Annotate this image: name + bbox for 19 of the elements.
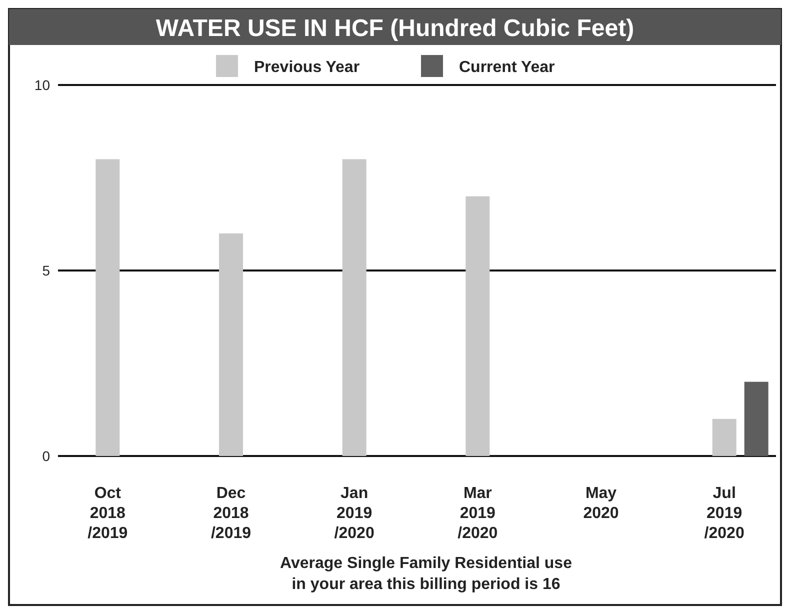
x-tick-label: Mar 2019 /2020: [458, 485, 498, 542]
bar: [466, 196, 490, 456]
legend-label: Current Year: [459, 59, 555, 76]
text: Average Single Family Residential use in your area this billing period is 16: [280, 555, 572, 593]
bar: [744, 382, 768, 456]
y-tick-label: 10: [34, 77, 50, 93]
x-tick-label: May 2020: [583, 485, 619, 522]
bar: [712, 418, 736, 456]
x-tick-label: Jan 2019 /2020: [334, 485, 374, 542]
y-tick-label: 5: [42, 262, 50, 278]
chart-title: WATER USE IN HCF (Hundred Cubic Feet): [156, 15, 634, 42]
x-tick-label: Jul 2019 /2020: [704, 485, 744, 542]
y-tick-label: 0: [42, 448, 50, 464]
bar: [219, 233, 243, 456]
bar: [96, 159, 120, 456]
x-tick-label: Oct 2018 /2019: [88, 485, 128, 542]
bar: [342, 159, 366, 456]
x-tick-label: Dec 2018 /2019: [210, 485, 252, 542]
legend-label: Previous Year: [254, 59, 360, 76]
